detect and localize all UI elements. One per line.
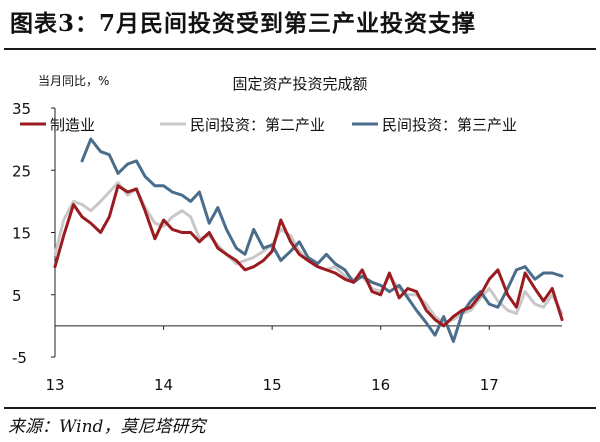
figure-title: 图表3：7月民间投资受到第三产业投资支撑 xyxy=(10,10,477,37)
x-tick-label: 15 xyxy=(263,376,282,394)
series-line-manufacturing xyxy=(53,184,564,328)
footer-divider xyxy=(4,407,596,409)
y-axis-unit-label: 当月同比，% xyxy=(38,74,109,88)
x-tick-label: 13 xyxy=(45,376,64,394)
source-note: 来源：Wind，莫尼塔研究 xyxy=(8,417,206,437)
legend-label-tertiary: 民间投资：第三产业 xyxy=(382,116,517,134)
y-tick-label: -5 xyxy=(12,349,27,367)
x-tick-label: 16 xyxy=(371,376,390,394)
chart-title: 固定资产投资完成额 xyxy=(232,75,367,93)
y-tick-label: 25 xyxy=(12,162,31,180)
legend-label-manufacturing: 制造业 xyxy=(50,116,95,134)
series-line-tertiary xyxy=(80,137,564,343)
legend: 制造业 民间投资：第二产业 民间投资：第三产业 xyxy=(20,116,517,134)
series-group xyxy=(53,137,564,343)
x-tick-label: 17 xyxy=(480,376,499,394)
axes: 35 25 15 5 -5 13 14 15 16 17 xyxy=(12,100,562,394)
y-tick-label: 35 xyxy=(12,100,31,118)
title-divider xyxy=(4,48,596,50)
y-tick-label: 15 xyxy=(12,225,31,243)
x-tick-label: 14 xyxy=(154,376,173,394)
y-tick-label: 5 xyxy=(12,287,22,305)
legend-label-secondary: 民间投资：第二产业 xyxy=(190,116,325,134)
